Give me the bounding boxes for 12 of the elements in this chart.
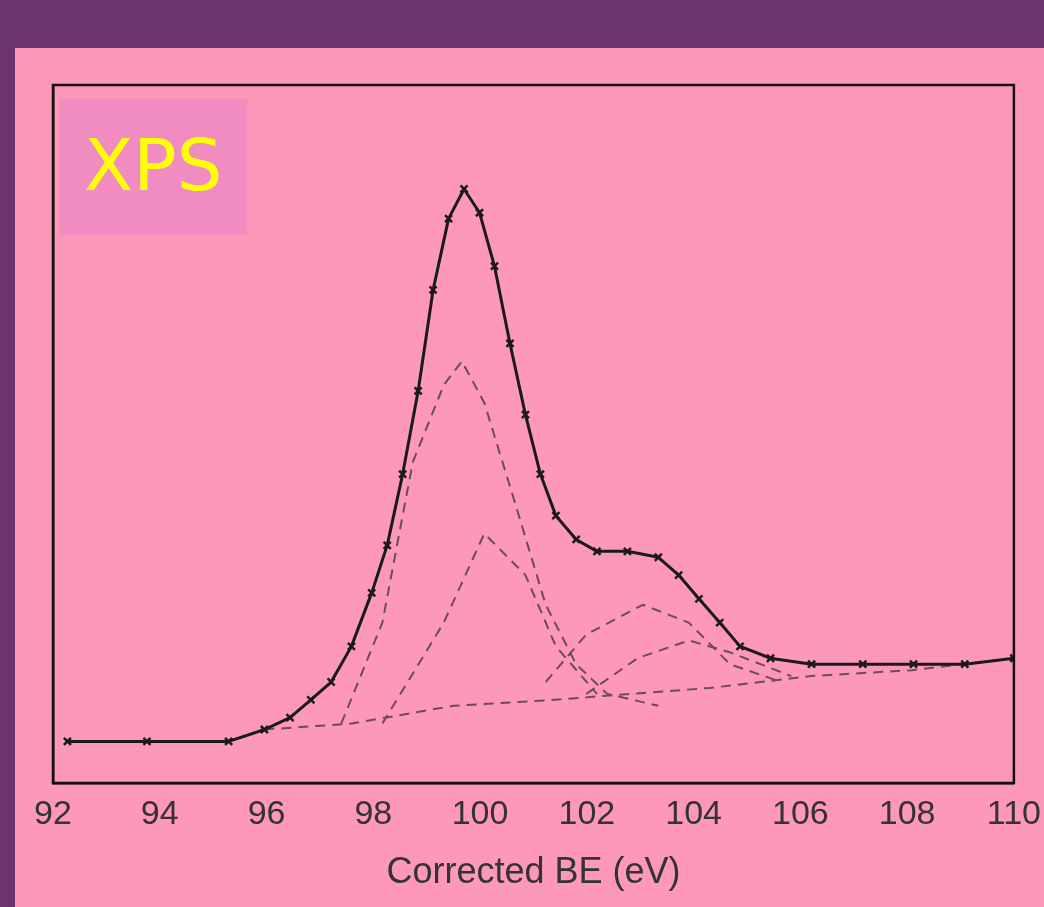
x-tick-label: 102 [558,792,616,831]
x-tick-label: 106 [772,792,829,831]
x-tick-label: 100 [451,792,509,831]
annotation: XPS [84,122,223,207]
x-tick-label: 96 [247,792,286,831]
x-tick-label: 108 [878,792,936,831]
x-tick-label: 98 [354,792,393,831]
x-tick-label: 104 [665,792,722,831]
x-tick-label: 94 [140,792,179,831]
x-tick-label: 110 [986,792,1042,831]
x-axis-title: Corrected BE (eV) [386,850,681,892]
x-tick-label: 92 [34,792,72,831]
